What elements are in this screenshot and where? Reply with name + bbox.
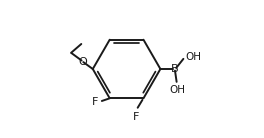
Text: F: F — [133, 112, 139, 122]
Text: OH: OH — [185, 52, 201, 62]
Text: F: F — [92, 97, 98, 107]
Text: OH: OH — [169, 85, 185, 95]
Text: B: B — [171, 64, 178, 74]
Text: O: O — [78, 57, 87, 67]
